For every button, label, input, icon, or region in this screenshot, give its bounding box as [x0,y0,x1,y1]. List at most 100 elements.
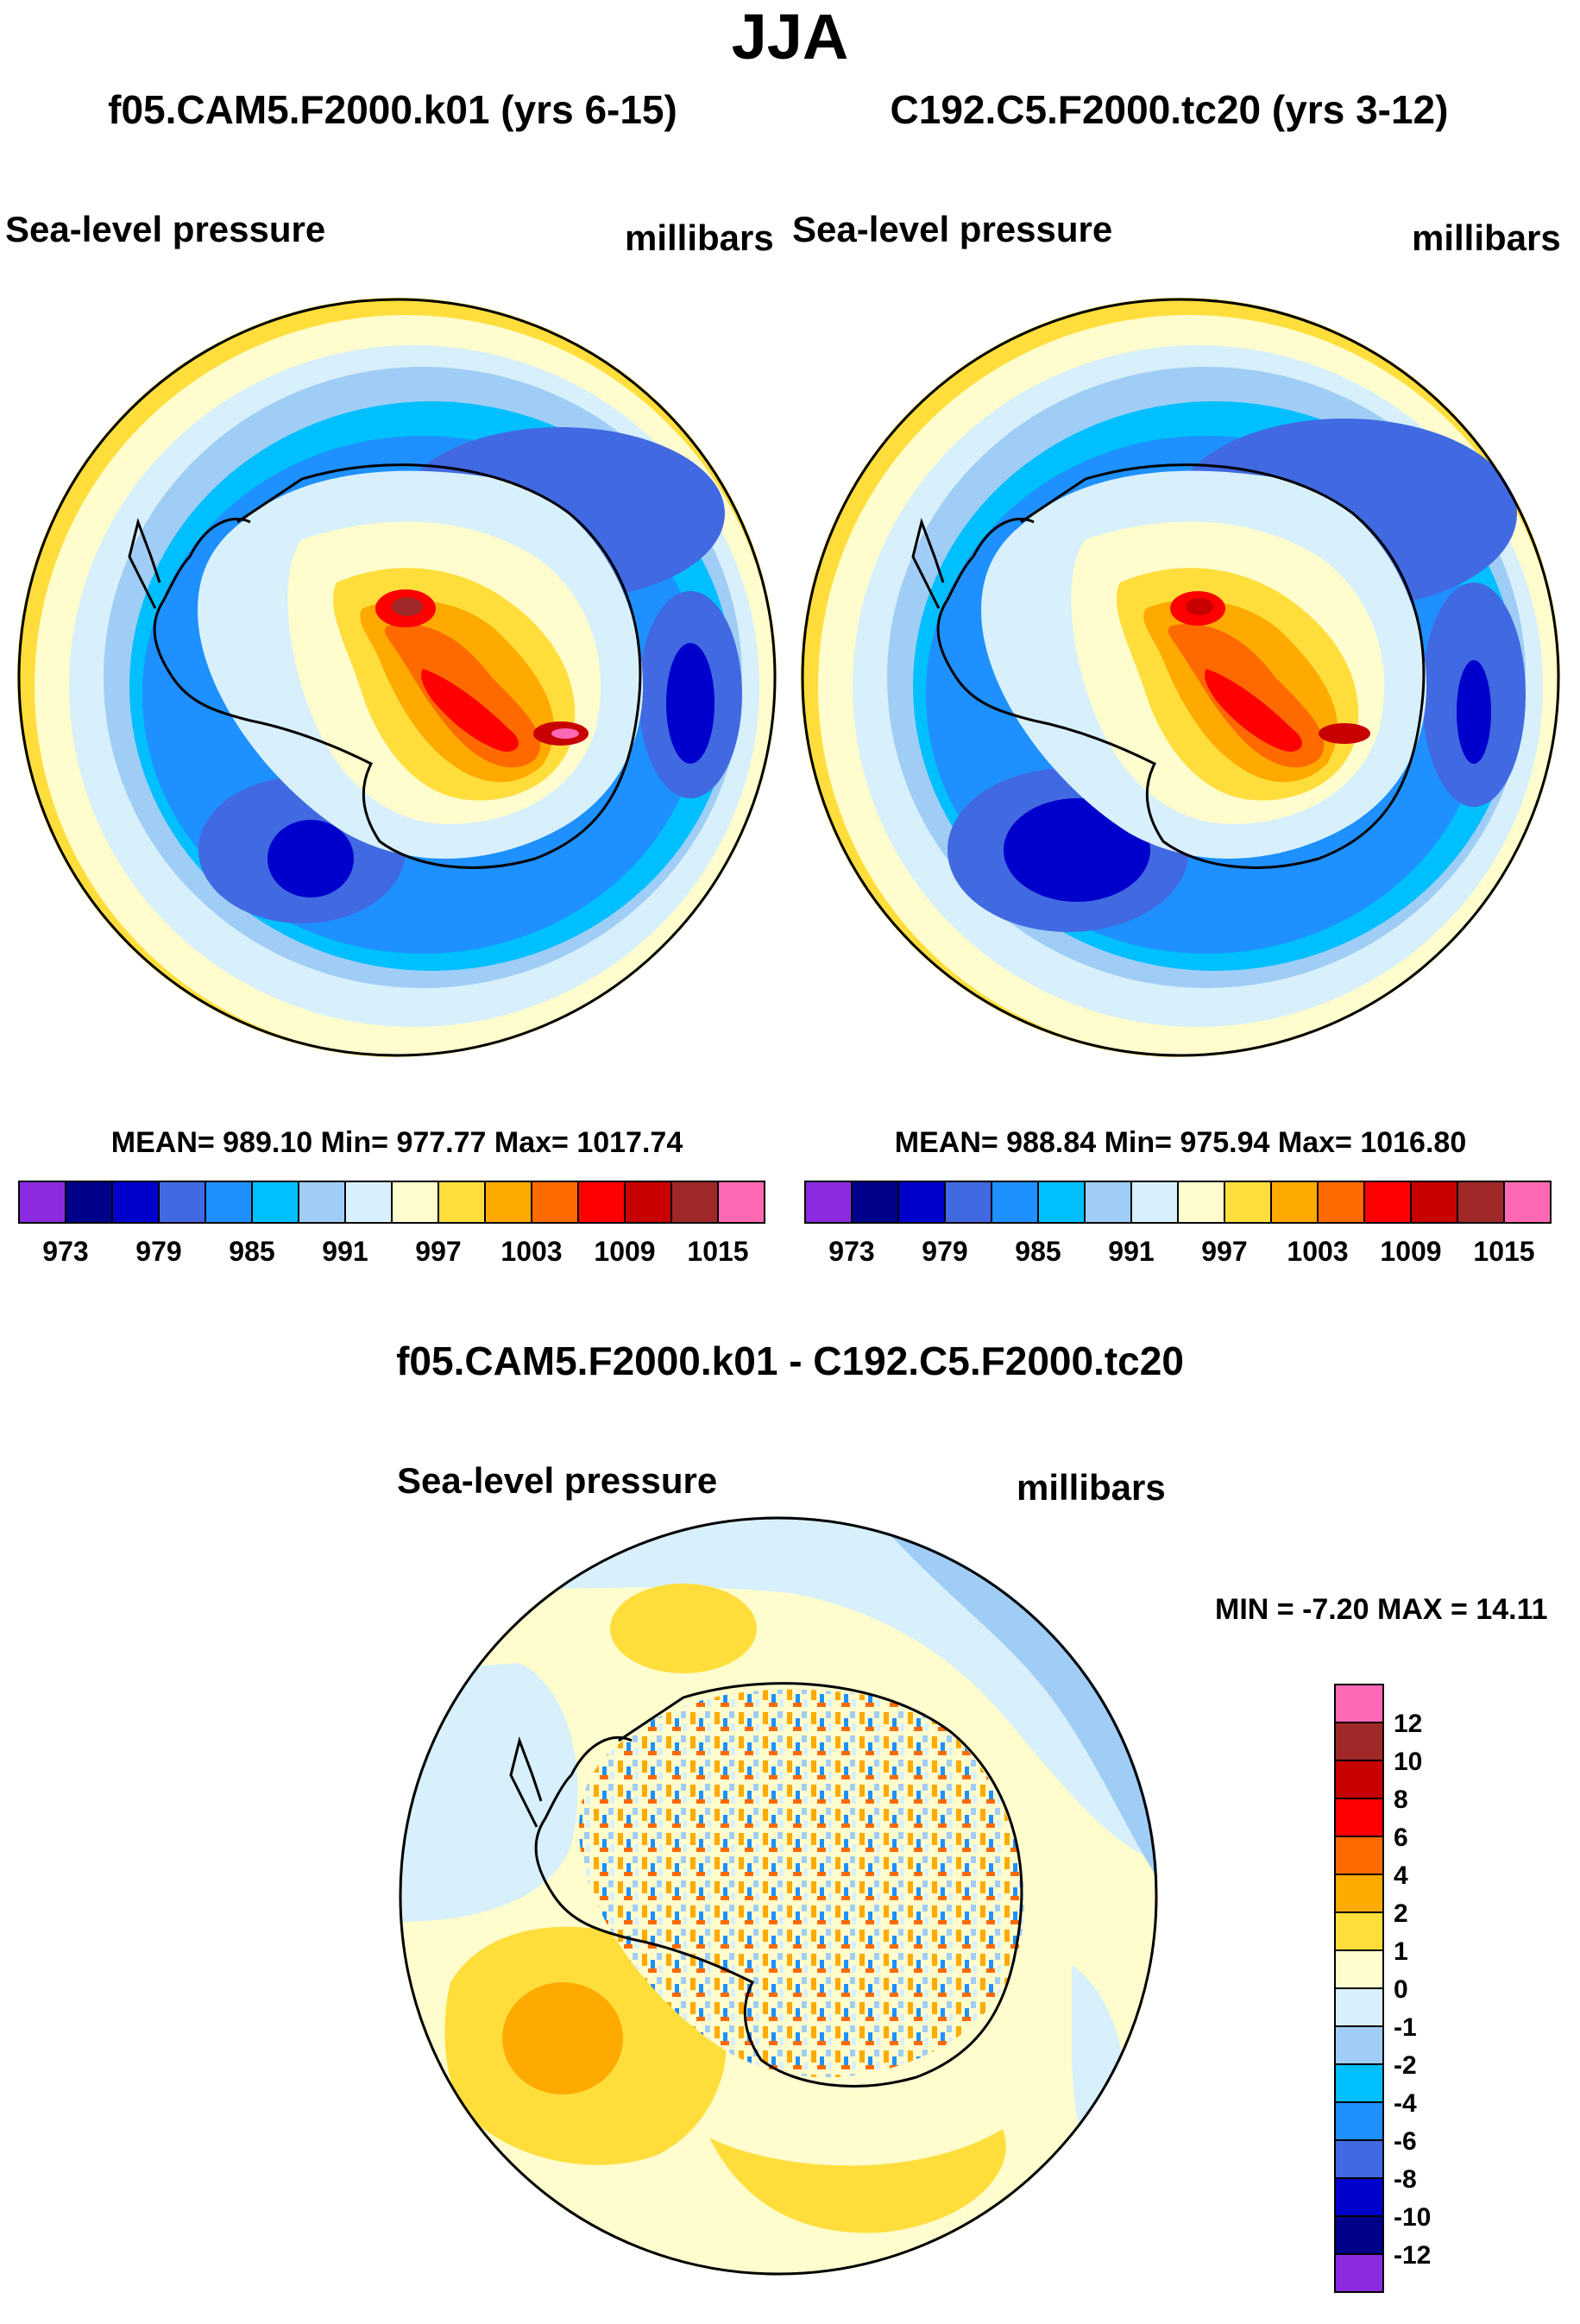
panel1-colorbar: 973 979 985 991 997 1003 1009 1015 [18,1181,765,1267]
diff-colorbar-box-1 [1334,1722,1384,1761]
map2-boundary [801,298,1560,1057]
diff-title: f05.CAM5.F2000.k01 - C192.C5.F2000.tc20 [396,1338,1184,1383]
colorbar2-box-14 [1457,1181,1505,1224]
diff-minmax: MIN = -7.20 MAX = 14.11 [1215,1593,1548,1626]
panel1-units-label: millibars [625,217,774,258]
diff-colorbar-tick-1: 10 [1394,1748,1422,1776]
diff-boundary [399,1516,1158,2276]
figure-title: JJA [731,1,849,72]
diff-colorbar-tick-2: 8 [1394,1786,1408,1814]
diff-colorbar-tick-6: 1 [1394,1937,1408,1966]
map2-peninsula-coast [911,517,945,609]
colorbar1-box-6 [298,1181,346,1224]
colorbar1-box-10 [484,1181,532,1224]
diff-colorbar-box-4 [1334,1836,1384,1875]
diff-colorbar-box-0 [1334,1684,1384,1723]
colorbar1-box-12 [577,1181,626,1224]
diff-colorbar-box-12 [1334,2139,1384,2179]
colorbar2-box-7 [1130,1181,1179,1224]
diff-peninsula-coast [509,1735,543,1828]
colorbar1-tick-3: 991 [322,1236,368,1267]
diff-map [399,1516,1158,2276]
diff-colorbar-tick-11: -6 [1394,2127,1417,2156]
diff-colorbar-tick-10: -4 [1394,2089,1417,2118]
diff-colorbar-box-5 [1334,1874,1384,1913]
colorbar1-box-7 [344,1181,393,1224]
colorbar1-box-13 [624,1181,672,1224]
panel2-stats: MEAN= 988.84 Min= 975.94 Max= 1016.80 [894,1126,1467,1159]
map2-low-ross-core [1004,798,1150,902]
colorbar1-box-11 [531,1181,579,1224]
colorbar1-tick-6: 1009 [594,1236,655,1267]
diff-colorbar-box-7 [1334,1949,1384,1989]
map2-coastline [936,463,1426,869]
colorbar2-box-10 [1270,1181,1319,1224]
colorbar1-box-14 [670,1181,719,1224]
colorbar1-box-4 [205,1181,253,1224]
colorbar1-box-15 [717,1181,765,1224]
colorbar2-box-13 [1410,1181,1458,1224]
colorbar2-box-15 [1503,1181,1552,1224]
diff-colorbar-tick-13: -10 [1394,2203,1431,2232]
map1-low-ross-core [268,820,354,897]
diff-colorbar-tick-5: 2 [1394,1899,1408,1928]
map2-high-east-1012 [1319,723,1370,744]
panel2-case-title: C192.C5.F2000.tc20 (yrs 3-12) [890,87,1449,132]
colorbar2-box-3 [944,1181,992,1224]
map1-high-center-1015 [392,597,423,616]
diff-continent-noise [579,1689,1025,2077]
panel2-units-label: millibars [1412,217,1561,258]
map2-high-center-1012 [1186,598,1213,615]
colorbar2-box-0 [804,1181,853,1224]
colorbar1-box-5 [251,1181,299,1224]
colorbar2-box-5 [1037,1181,1086,1224]
diff-colorbar-box-13 [1334,2177,1384,2217]
diff-colorbar-box-9 [1334,2025,1384,2065]
colorbar2-box-4 [991,1181,1039,1224]
colorbar1-box-3 [158,1181,206,1224]
map1-boundary [17,298,777,1057]
diff-colorbar-tick-14: -12 [1394,2241,1431,2270]
diff-colorbar-tick-8: -1 [1394,2013,1417,2042]
colorbar2-box-2 [897,1181,946,1224]
colorbar2-tick-3: 991 [1108,1236,1154,1267]
colorbar2-tick-2: 985 [1015,1236,1061,1267]
colorbar1-tick-5: 1003 [500,1236,562,1267]
colorbar2-box-12 [1363,1181,1412,1224]
colorbar2-tick-5: 1003 [1287,1236,1348,1267]
colorbar2-tick-4: 997 [1201,1236,1247,1267]
colorbar2-tick-0: 973 [828,1236,874,1267]
diff-colorbar-box-3 [1334,1798,1384,1837]
diff-colorbar-tick-12: -8 [1394,2165,1417,2194]
colorbar2-box-8 [1177,1181,1225,1224]
colorbar1-tick-1: 979 [135,1236,181,1267]
colorbar1-tick-7: 1015 [687,1236,748,1267]
diff-colorbar-box-14 [1334,2215,1384,2255]
diff-colorbar-box-8 [1334,1987,1384,2027]
diff-colorbar-tick-3: 6 [1394,1823,1408,1852]
map1-coastline [153,463,642,869]
diff-colorbar-tick-7: 0 [1394,1975,1408,2004]
colorbar2-box-1 [851,1181,899,1224]
panel1-map [17,298,777,1057]
colorbar1-box-1 [65,1181,113,1224]
diff-colorbar-box-2 [1334,1760,1384,1799]
colorbar2-box-6 [1084,1181,1132,1224]
map1-continent-1009 [421,669,519,752]
panel1-variable-label: Sea-level pressure [5,209,326,249]
colorbar2-tick-7: 1015 [1473,1236,1534,1267]
diff-colorbar-tick-4: 4 [1394,1861,1408,1890]
panel2-colorbar: 973 979 985 991 997 1003 1009 1015 [804,1181,1552,1267]
map1-high-east-1018 [551,728,579,739]
diff-colorbar-tick-9: -2 [1394,2051,1417,2080]
diff-units-label: millibars [1017,1467,1166,1508]
colorbar1-box-8 [391,1181,439,1224]
map1-low-east-core [666,643,714,764]
diff-band-2-north [610,1584,757,1673]
diff-colorbar-box-15 [1334,2253,1384,2293]
panel1-stats: MEAN= 989.10 Min= 977.77 Max= 1017.74 [110,1126,683,1159]
diff-band-2-south [709,2129,1006,2233]
colorbar2-tick-6: 1009 [1380,1236,1441,1267]
diff-colorbar-box-6 [1334,1911,1384,1951]
